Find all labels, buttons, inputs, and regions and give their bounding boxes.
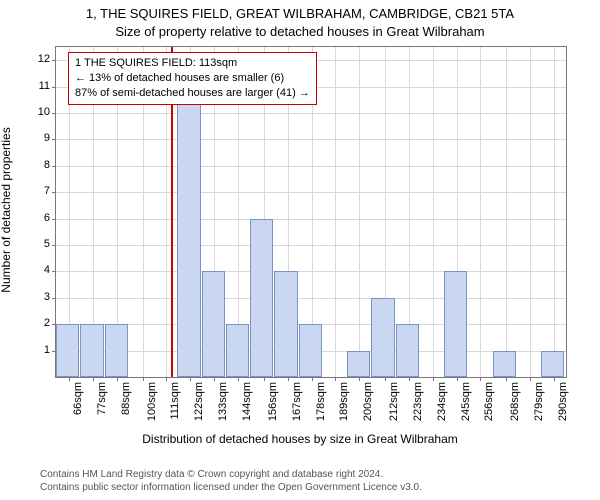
histogram-bar [105, 324, 128, 377]
ytick-mark [52, 113, 56, 114]
xtick-label: 212sqm [388, 382, 400, 421]
histogram-bar [347, 351, 370, 377]
xtick-label: 88sqm [120, 382, 132, 415]
ytick-mark [52, 245, 56, 246]
xtick-mark [506, 377, 507, 381]
xtick-label: 290sqm [557, 382, 569, 421]
ytick-label: 7 [20, 185, 50, 197]
histogram-bar [202, 271, 225, 377]
xtick-mark [409, 377, 410, 381]
ytick-mark [52, 166, 56, 167]
ytick-label: 8 [20, 159, 50, 171]
histogram-bar [493, 351, 516, 377]
gridline-v [530, 47, 531, 377]
xtick-label: 122sqm [193, 382, 205, 421]
histogram-bar [56, 324, 79, 377]
xtick-mark [530, 377, 531, 381]
histogram-bar [396, 324, 419, 377]
xtick-label: 156sqm [267, 382, 279, 421]
xtick-mark [117, 377, 118, 381]
ytick-mark [52, 139, 56, 140]
xtick-mark [335, 377, 336, 381]
xtick-mark [288, 377, 289, 381]
xtick-label: 256sqm [483, 382, 495, 421]
chart-title-address: 1, THE SQUIRES FIELD, GREAT WILBRAHAM, C… [0, 6, 600, 21]
ytick-label: 4 [20, 264, 50, 276]
histogram-bar [299, 324, 322, 377]
ytick-mark [52, 271, 56, 272]
xtick-mark [312, 377, 313, 381]
ytick-label: 11 [20, 80, 50, 92]
y-axis-label: Number of detached properties [0, 127, 13, 292]
xtick-mark [433, 377, 434, 381]
xtick-label: 245sqm [460, 382, 472, 421]
xtick-label: 111sqm [169, 382, 181, 420]
ytick-mark [52, 219, 56, 220]
ytick-mark [52, 60, 56, 61]
chart-title-subtitle: Size of property relative to detached ho… [0, 24, 600, 39]
xtick-label: 100sqm [146, 382, 158, 421]
gridline-v [433, 47, 434, 377]
xtick-label: 189sqm [338, 382, 350, 421]
xtick-mark [238, 377, 239, 381]
xtick-mark [457, 377, 458, 381]
histogram-bar [371, 298, 394, 377]
footer-attribution: Contains HM Land Registry data © Crown c… [40, 468, 422, 494]
xtick-label: 268sqm [509, 382, 521, 421]
histogram-bar [226, 324, 249, 377]
histogram-bar [250, 219, 273, 377]
xtick-label: 66sqm [72, 382, 84, 415]
ytick-mark [52, 298, 56, 299]
annotation-line3: 87% of semi-detached houses are larger (… [75, 86, 310, 101]
histogram-bar [541, 351, 564, 377]
chart-container: 1, THE SQUIRES FIELD, GREAT WILBRAHAM, C… [0, 0, 600, 500]
xtick-mark [385, 377, 386, 381]
xtick-label: 77sqm [96, 382, 108, 415]
xtick-label: 167sqm [291, 382, 303, 421]
x-axis-label: Distribution of detached houses by size … [0, 432, 600, 446]
xtick-label: 200sqm [362, 382, 374, 421]
xtick-mark [359, 377, 360, 381]
gridline-v [554, 47, 555, 377]
xtick-label: 234sqm [436, 382, 448, 421]
xtick-mark [190, 377, 191, 381]
histogram-bar [177, 87, 200, 377]
ytick-label: 10 [20, 106, 50, 118]
xtick-label: 279sqm [533, 382, 545, 421]
xtick-mark [480, 377, 481, 381]
gridline-v [506, 47, 507, 377]
xtick-mark [166, 377, 167, 381]
ytick-label: 2 [20, 317, 50, 329]
footer-line1: Contains HM Land Registry data © Crown c… [40, 468, 422, 481]
xtick-label: 223sqm [412, 382, 424, 421]
xtick-label: 178sqm [315, 382, 327, 421]
xtick-mark [554, 377, 555, 381]
annotation-line2: ← 13% of detached houses are smaller (6) [75, 71, 310, 86]
ytick-label: 9 [20, 132, 50, 144]
histogram-bar [444, 271, 467, 377]
xtick-mark [69, 377, 70, 381]
histogram-bar [80, 324, 103, 377]
xtick-mark [214, 377, 215, 381]
xtick-mark [143, 377, 144, 381]
gridline-v [480, 47, 481, 377]
ytick-label: 3 [20, 291, 50, 303]
ytick-mark [52, 87, 56, 88]
footer-line2: Contains public sector information licen… [40, 481, 422, 494]
xtick-mark [93, 377, 94, 381]
ytick-label: 5 [20, 238, 50, 250]
xtick-label: 133sqm [217, 382, 229, 421]
ytick-label: 6 [20, 212, 50, 224]
ytick-label: 1 [20, 344, 50, 356]
annotation-box: 1 THE SQUIRES FIELD: 113sqm ← 13% of det… [68, 52, 317, 105]
ytick-mark [52, 192, 56, 193]
gridline-v [335, 47, 336, 377]
xtick-mark [264, 377, 265, 381]
histogram-bar [274, 271, 297, 377]
gridline-v [359, 47, 360, 377]
ytick-label: 12 [20, 53, 50, 65]
xtick-label: 144sqm [241, 382, 253, 421]
annotation-line1: 1 THE SQUIRES FIELD: 113sqm [75, 56, 310, 71]
